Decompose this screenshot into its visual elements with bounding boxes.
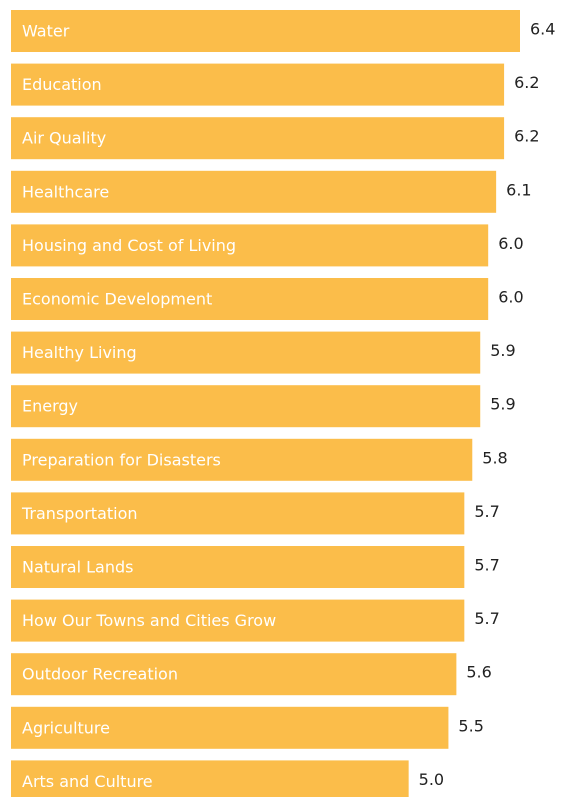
category-label: Economic Development	[22, 290, 212, 309]
bar	[11, 546, 465, 588]
category-label: Healthy Living	[22, 343, 137, 362]
bar	[11, 10, 520, 52]
value-label: 5.5	[458, 716, 483, 735]
value-label: 5.7	[474, 556, 499, 575]
category-label: Outdoor Recreation	[22, 665, 178, 684]
category-label: Healthcare	[22, 182, 109, 201]
value-label: 6.4	[530, 20, 555, 39]
bar	[11, 278, 489, 320]
value-label: 6.0	[498, 234, 523, 253]
category-label: How Our Towns and Cities Grow	[22, 611, 276, 630]
bar	[11, 760, 409, 797]
value-label: 5.9	[490, 395, 515, 414]
bar	[11, 492, 465, 535]
category-label: Energy	[22, 397, 78, 416]
category-label: Water	[22, 22, 70, 41]
category-label: Education	[22, 75, 102, 94]
bar	[11, 653, 457, 696]
bar	[11, 170, 497, 213]
bar	[11, 438, 473, 481]
bar	[11, 706, 449, 749]
category-label: Housing and Cost of Living	[22, 236, 236, 255]
value-label: 6.1	[506, 180, 531, 199]
category-label: Natural Lands	[22, 558, 133, 577]
bar	[11, 224, 489, 267]
value-label: 6.2	[514, 73, 539, 92]
value-label: 5.6	[466, 663, 491, 682]
value-label: 5.7	[474, 502, 499, 521]
bar	[11, 63, 505, 106]
value-label: 5.0	[419, 770, 444, 789]
bar	[11, 385, 481, 428]
value-label: 6.2	[514, 127, 539, 146]
category-label: Air Quality	[22, 129, 106, 148]
value-label: 6.0	[498, 288, 523, 307]
bar	[11, 599, 465, 642]
bar	[11, 117, 505, 160]
category-label: Preparation for Disasters	[22, 450, 221, 469]
value-label: 5.7	[474, 609, 499, 628]
value-label: 5.9	[490, 341, 515, 360]
category-label: Arts and Culture	[22, 772, 153, 791]
value-label: 5.8	[482, 448, 507, 467]
category-label: Transportation	[21, 504, 138, 523]
bar	[11, 331, 481, 374]
category-label: Agriculture	[22, 718, 110, 737]
